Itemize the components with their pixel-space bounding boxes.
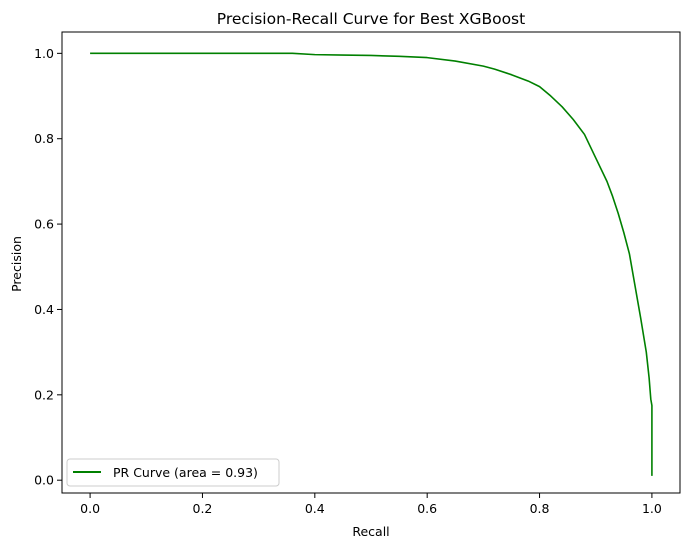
x-axis-label: Recall [352,524,389,539]
x-tick-label: 1.0 [642,501,662,516]
y-tick-label: 0.6 [34,217,54,232]
y-axis-label: Precision [9,236,24,292]
y-tick-label: 0.2 [34,387,54,402]
legend: PR Curve (area = 0.93) [66,458,280,487]
series-layer [90,52,653,476]
legend-box [66,458,280,487]
y-axis: 0.0 0.2 0.4 0.6 0.8 1.0 [34,46,62,488]
x-axis: 0.0 0.2 0.4 0.6 0.8 1.0 [80,493,662,516]
y-tick-label: 0.0 [34,473,54,488]
plot-area [61,31,681,494]
series-line-pr-curve [90,52,653,476]
y-tick-label: 0.4 [34,302,54,317]
y-tick-label: 0.8 [34,131,54,146]
x-tick-label: 0.8 [530,501,550,516]
x-tick-label: 0.4 [305,501,325,516]
x-tick-label: 0.2 [193,501,213,516]
chart-title: Precision-Recall Curve for Best XGBoost [217,10,525,28]
legend-entry-pr-curve: PR Curve (area = 0.93) [113,465,258,480]
x-tick-label: 0.6 [417,501,437,516]
y-tick-label: 1.0 [34,46,54,61]
x-tick-label: 0.0 [80,501,100,516]
